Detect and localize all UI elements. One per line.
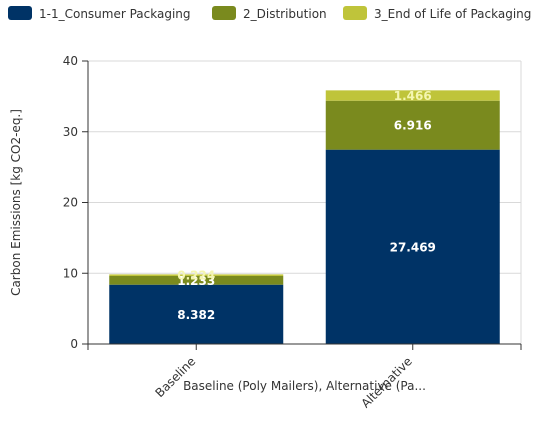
data-label-baseline-series-3: 0.224 xyxy=(177,269,215,283)
legend-label-1: 1-1_Consumer Packaging xyxy=(39,7,191,21)
bar-baseline-series-2 xyxy=(109,275,284,285)
bar-baseline-series-1 xyxy=(109,284,284,344)
y-tick-label: 20 xyxy=(63,196,78,210)
data-label-alternative-series-1: 27.469 xyxy=(390,240,436,254)
bar-baseline-series-3 xyxy=(109,274,284,276)
legend-swatch-3 xyxy=(343,6,367,20)
x-tick-label-baseline: Baseline xyxy=(152,354,198,400)
legend-label-2: 2_Distribution xyxy=(243,7,327,21)
data-label-baseline-series-1: 8.382 xyxy=(177,308,215,322)
legend: 1-1_Consumer Packaging 2_Distribution 3_En… xyxy=(8,6,531,21)
data-label-baseline-series-2: 1.233 xyxy=(177,274,215,288)
bar-alternative-series-3 xyxy=(325,90,500,101)
legend-label-3: 3_End of Life of Packaging xyxy=(374,7,531,21)
bar-alternative-series-2 xyxy=(325,100,500,150)
y-axis-title: Carbon Emissions [kg CO2-eq.] xyxy=(9,109,23,296)
legend-swatch-1 xyxy=(8,6,32,20)
data-label-alternative-series-3: 1.466 xyxy=(394,89,432,103)
data-label-alternative-series-2: 6.916 xyxy=(394,119,432,133)
bar-alternative-series-1 xyxy=(325,149,500,344)
y-tick-label: 0 xyxy=(70,337,78,351)
legend-swatch-2 xyxy=(212,6,236,20)
y-tick-label: 40 xyxy=(63,54,78,68)
x-axis-title: Baseline (Poly Mailers), Alternative (Pa… xyxy=(183,379,426,393)
y-tick-label: 30 xyxy=(63,125,78,139)
y-tick-label: 10 xyxy=(63,266,78,280)
